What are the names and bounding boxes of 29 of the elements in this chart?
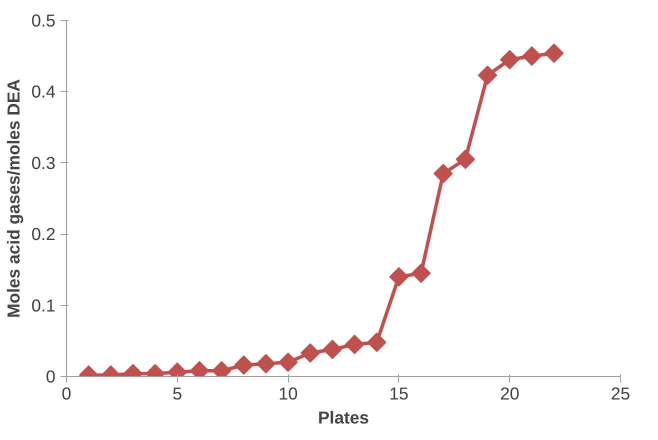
point (522, 46, 542, 66)
x-tick-label: 5 (172, 384, 182, 404)
point (344, 334, 364, 354)
x-tick-label: 0 (62, 384, 72, 404)
y-axis-title: Moles acid gases/moles DEA (3, 78, 24, 318)
point (478, 66, 498, 86)
point (411, 264, 431, 283)
x-axis-title: Plates (318, 408, 370, 428)
point (300, 343, 320, 363)
point (434, 164, 453, 184)
y-tick-label: 0.5 (31, 10, 56, 30)
point (234, 355, 254, 375)
x-tick-label: 20 (500, 384, 520, 404)
point (367, 332, 386, 352)
point (456, 150, 476, 170)
y-tick-label: 0.2 (31, 224, 56, 244)
x-tick-label: 15 (389, 384, 409, 404)
point (278, 352, 298, 372)
x-tick-label: 10 (278, 384, 298, 404)
point (322, 340, 342, 360)
point (256, 354, 276, 374)
x-tick-label: 25 (610, 384, 630, 404)
y-tick-label: 0.4 (31, 82, 56, 102)
y-tick-label: 0 (46, 366, 56, 386)
y-tick-label: 0.3 (31, 152, 56, 173)
point (389, 267, 409, 287)
point (500, 50, 520, 70)
y-tick-label: 0.1 (31, 295, 56, 316)
point (544, 44, 564, 63)
